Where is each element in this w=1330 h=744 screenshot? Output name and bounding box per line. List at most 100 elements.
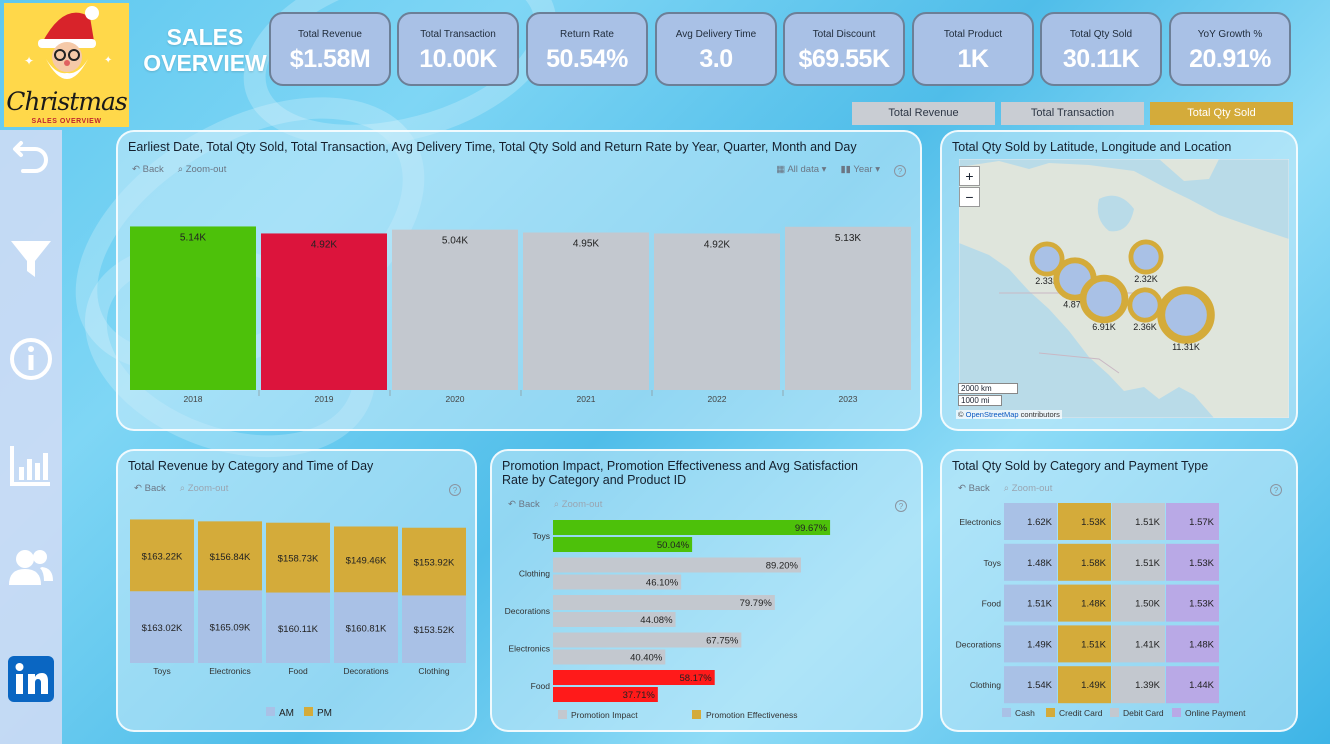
map-bubble[interactable] [1029,241,1065,277]
bar-value-label: 99.67% [795,523,828,534]
bar-segment-pm[interactable] [198,521,262,591]
matrix-cell[interactable] [1112,543,1165,581]
matrix-cell[interactable] [1004,543,1057,581]
row-label: Decorations [956,639,1001,649]
bar-value-label: 44.08% [640,615,673,626]
matrix-cell[interactable] [1112,625,1165,663]
bar-promotion-impact[interactable] [553,557,801,573]
bar-2023[interactable] [785,226,911,390]
segment-value-label: $160.11K [278,624,319,635]
help-icon[interactable]: ? [449,484,461,496]
legend-swatch-effectiveness [692,710,701,719]
matrix-cell[interactable] [1004,503,1057,540]
matrix-cell[interactable] [1166,543,1219,581]
bar-segment-pm[interactable] [130,519,194,592]
matrix-cell[interactable] [1112,503,1165,540]
matrix-cell[interactable] [1112,666,1165,704]
matrix-cell[interactable] [1004,666,1057,704]
toggle-total-revenue[interactable]: Total Revenue [852,102,995,125]
zoom-out-button[interactable]: ⌕ Zoom-out [179,483,229,494]
year-dropdown[interactable]: ▮▮ Year ▾ [840,164,880,175]
map-bubble[interactable] [1128,239,1164,275]
matrix-cell[interactable] [1058,584,1111,622]
bar-segment-am[interactable] [402,595,466,663]
zoom-out-button[interactable]: ⌕ Zoom-out [1003,483,1053,494]
help-icon[interactable]: ? [1270,484,1282,496]
map-bubble[interactable] [1079,274,1129,324]
chart-title-line1: Promotion Impact, Promotion Effectivenes… [502,459,858,473]
filter-icon[interactable] [8,236,54,282]
info-icon[interactable] [8,336,54,382]
cell-value-label: 1.48K [1027,558,1052,569]
bar-segment-pm[interactable] [266,522,330,593]
bar-promotion-impact[interactable] [553,595,775,610]
map-bubble-label: 2.32K [1134,274,1158,284]
kpi-card-total-transaction: Total Transaction 10.00K [397,12,519,86]
help-icon[interactable]: ? [894,165,906,177]
matrix-cell[interactable] [1166,666,1219,704]
matrix-cell[interactable] [1166,584,1219,622]
bar-2019[interactable] [261,233,387,390]
bar-2018[interactable] [130,226,256,390]
bar-chart-icon[interactable] [8,442,54,488]
bar-segment-am[interactable] [334,592,398,663]
legend-swatch [1046,708,1055,717]
bar-value-label: 79.79% [740,598,773,609]
chart-title-line2: Rate by Category and Product ID [502,473,687,487]
bar-segment-am[interactable] [130,591,194,663]
matrix-cell[interactable] [1166,625,1219,663]
bar-segment-pm[interactable] [334,526,398,593]
map-bubble[interactable] [1127,287,1163,323]
bar-promotion-effectiveness[interactable] [553,537,693,552]
kpi-card-total-revenue: Total Revenue $1.58M [269,12,391,86]
openstreetmap-link[interactable]: OpenStreetMap [965,410,1019,419]
zoom-out-button[interactable]: ⌕ Zoom-out [553,499,603,510]
back-button[interactable]: ↶ Back [134,483,166,494]
matrix-cell[interactable] [1058,543,1111,581]
bar-segment-am[interactable] [198,590,262,663]
bar-promotion-effectiveness[interactable] [553,649,666,665]
bar-promotion-effectiveness[interactable] [553,612,676,627]
bar-segment-pm[interactable] [402,527,466,596]
bar-2020[interactable] [392,229,518,390]
zoom-out-label: Zoom-out [187,483,229,494]
map-bubble[interactable] [1157,286,1215,344]
bar-promotion-impact[interactable] [553,520,831,535]
bar-2022[interactable] [654,233,780,390]
zoom-out-button[interactable]: ⌕ Zoom-out [177,164,227,175]
x-tick-label: 2018 [184,394,203,404]
zoom-out-label: Zoom-out [561,499,603,510]
matrix-cell[interactable] [1058,666,1111,704]
matrix-cell[interactable] [1058,503,1111,540]
segment-value-label: $153.92K [414,558,455,569]
matrix-cell[interactable] [1004,625,1057,663]
linkedin-icon[interactable] [8,656,54,702]
matrix-cell[interactable] [1166,503,1219,540]
toggle-total-transaction[interactable]: Total Transaction [1001,102,1144,125]
back-button[interactable]: ↶ Back [508,499,540,510]
bar-promotion-impact[interactable] [553,670,715,685]
bar-promotion-effectiveness[interactable] [553,687,658,702]
matrix-cell[interactable] [1004,584,1057,622]
back-arrow-icon[interactable] [8,136,54,182]
matrix-cell[interactable] [1058,625,1111,663]
matrix-cell[interactable] [1112,584,1165,622]
bar-promotion-effectiveness[interactable] [553,574,682,590]
bar-segment-am[interactable] [266,592,330,663]
segment-value-label: $158.73K [278,554,319,565]
toggle-total-qty-sold[interactable]: Total Qty Sold [1150,102,1293,125]
legend-label: Credit Card [1059,708,1103,718]
cell-value-label: 1.51K [1081,639,1106,650]
help-icon[interactable]: ? [895,500,907,512]
all-data-dropdown[interactable]: ▦ All data ▾ [776,164,827,175]
x-tick-label: Decorations [343,666,388,676]
back-button[interactable]: ↶ Back [958,483,990,494]
copyright-symbol: © [958,410,964,419]
map-zoom-in-button[interactable]: + [959,166,980,186]
map-view[interactable]: 2.33K 4.87K 6.91K 2.32K 2.36K 11.31K [959,159,1289,418]
users-icon[interactable] [8,544,54,590]
back-button[interactable]: ↶ Back [132,164,164,175]
map-zoom-out-button[interactable]: − [959,187,980,207]
bar-2021[interactable] [523,232,649,391]
bar-promotion-impact[interactable] [553,632,742,648]
